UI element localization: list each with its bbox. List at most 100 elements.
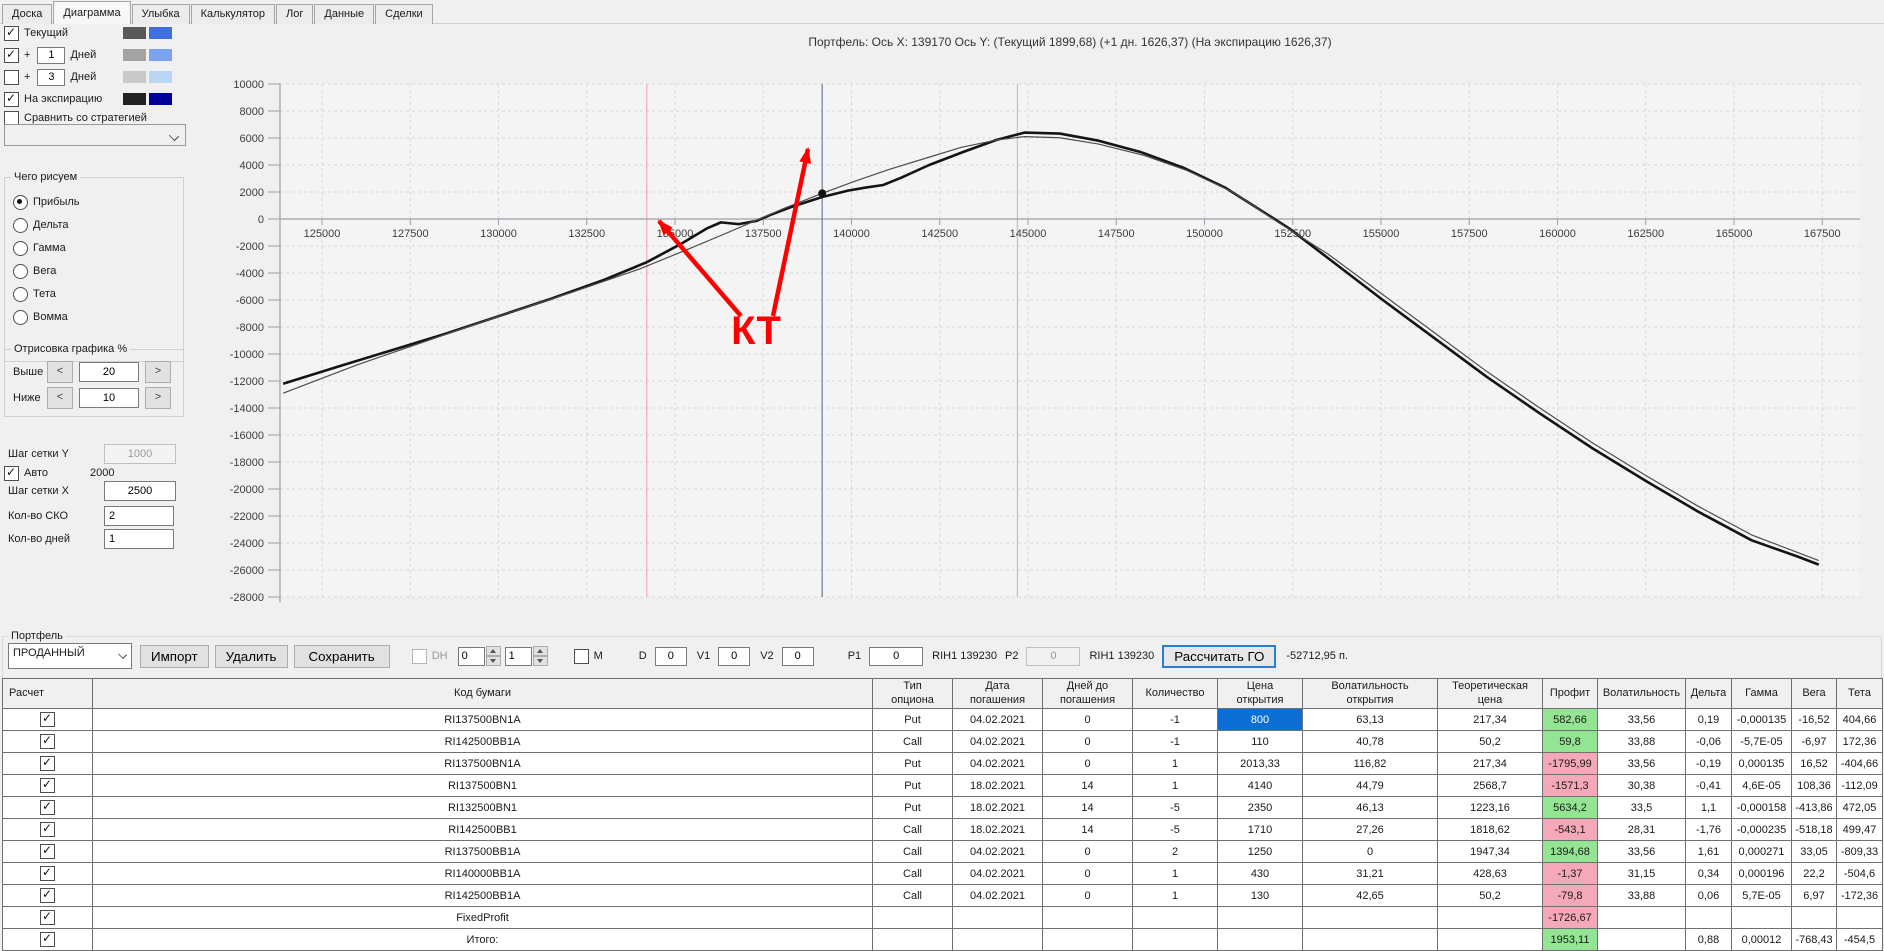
dh-spinner-1[interactable] (457, 646, 501, 666)
d-input[interactable] (654, 646, 687, 666)
table-cell[interactable]: 6,97 (1791, 884, 1837, 907)
table-cell[interactable]: 0 (1042, 730, 1133, 753)
table-cell[interactable] (1042, 928, 1133, 951)
table-cell[interactable]: 5,7E-05 (1731, 884, 1792, 907)
table-cell[interactable]: RI132500BN1 (92, 796, 873, 819)
table-cell[interactable]: 108,36 (1791, 774, 1837, 797)
row-calc-checkbox[interactable] (40, 733, 55, 749)
table-cell[interactable]: 59,8 (1542, 730, 1598, 753)
table-cell[interactable]: 63,13 (1302, 708, 1438, 731)
table-cell[interactable]: -0,000135 (1731, 708, 1792, 731)
table-cell[interactable]: 1 (1132, 774, 1218, 797)
table-cell[interactable]: 172,36 (1836, 730, 1883, 753)
table-cell[interactable]: 0 (1042, 840, 1133, 863)
table-cell[interactable]: 33,88 (1597, 884, 1686, 907)
tab-5[interactable]: Лог (276, 4, 314, 24)
table-cell[interactable]: 428,63 (1437, 862, 1543, 885)
table-cell[interactable]: RI137500BB1A (92, 840, 873, 863)
calc-cell[interactable] (2, 730, 93, 753)
table-cell[interactable]: 16,52 (1791, 752, 1837, 775)
tab-2[interactable]: Диаграмма (53, 1, 131, 24)
table-cell[interactable]: 1250 (1217, 840, 1303, 863)
grid-step-x-input[interactable] (104, 481, 176, 501)
v2-input[interactable] (781, 646, 814, 666)
table-cell[interactable]: 04.02.2021 (952, 752, 1043, 775)
table-cell[interactable]: RI142500BB1 (92, 818, 873, 841)
table-cell[interactable]: -1 (1132, 708, 1218, 731)
table-cell[interactable]: 30,38 (1597, 774, 1686, 797)
table-cell[interactable]: 0,88 (1685, 928, 1732, 951)
table-cell[interactable]: 50,2 (1437, 884, 1543, 907)
table-cell[interactable]: 44,79 (1302, 774, 1438, 797)
table-cell[interactable] (1731, 906, 1792, 929)
table-cell[interactable]: Call (872, 818, 953, 841)
calc-cell[interactable] (2, 884, 93, 907)
table-cell[interactable]: 1,1 (1685, 796, 1732, 819)
table-cell[interactable]: 04.02.2021 (952, 840, 1043, 863)
table-cell[interactable] (1302, 906, 1438, 929)
table-cell[interactable]: 33,56 (1597, 708, 1686, 731)
table-cell[interactable] (1597, 928, 1686, 951)
column-header[interactable]: Дней до погашения (1042, 678, 1133, 709)
table-cell[interactable]: 0 (1042, 862, 1133, 885)
table-cell[interactable]: 04.02.2021 (952, 708, 1043, 731)
row-calc-checkbox[interactable] (40, 887, 55, 903)
table-cell[interactable]: 1,61 (1685, 840, 1732, 863)
delete-button[interactable]: Удалить (214, 644, 288, 668)
table-cell[interactable]: 2 (1132, 840, 1218, 863)
table-cell[interactable]: 14 (1042, 818, 1133, 841)
increase-button[interactable]: > (145, 387, 171, 409)
dh-spinner-1-input[interactable] (457, 646, 485, 666)
row-calc-checkbox[interactable] (40, 711, 55, 727)
table-cell[interactable]: Call (872, 884, 953, 907)
auto-grid-checkbox[interactable] (4, 465, 19, 481)
table-cell[interactable]: 33,56 (1597, 840, 1686, 863)
row-calc-checkbox[interactable] (40, 931, 55, 947)
table-cell[interactable]: 33,56 (1597, 752, 1686, 775)
tab-1[interactable]: Доска (2, 4, 53, 24)
spin-down-icon[interactable] (485, 656, 501, 666)
table-cell[interactable]: 0,00012 (1731, 928, 1792, 951)
table-cell[interactable]: 2568,7 (1437, 774, 1543, 797)
table-cell[interactable]: 33,05 (1791, 840, 1837, 863)
table-cell[interactable] (1217, 928, 1303, 951)
table-cell[interactable]: 28,31 (1597, 818, 1686, 841)
column-header[interactable]: Профит (1542, 678, 1598, 709)
calc-cell[interactable] (2, 928, 93, 951)
table-cell[interactable]: 1953,11 (1542, 928, 1598, 951)
table-cell[interactable]: Put (872, 708, 953, 731)
table-cell[interactable]: 1 (1132, 752, 1218, 775)
table-cell[interactable]: -1795,99 (1542, 752, 1598, 775)
table-cell[interactable]: 472,05 (1836, 796, 1883, 819)
table-cell[interactable]: -0,41 (1685, 774, 1732, 797)
table-cell[interactable] (1685, 906, 1732, 929)
table-cell[interactable]: Call (872, 730, 953, 753)
column-header[interactable]: Количество (1132, 678, 1218, 709)
table-cell[interactable]: 110 (1217, 730, 1303, 753)
days-count-input[interactable] (104, 529, 174, 549)
table-cell[interactable]: -79,8 (1542, 884, 1598, 907)
spin-up-icon[interactable] (532, 646, 548, 656)
column-header[interactable]: Код бумаги (92, 678, 873, 709)
table-cell[interactable] (872, 928, 953, 951)
row-calc-checkbox[interactable] (40, 843, 55, 859)
table-cell[interactable]: 0,000196 (1731, 862, 1792, 885)
table-cell[interactable]: -172,36 (1836, 884, 1883, 907)
table-cell[interactable]: 0,000271 (1731, 840, 1792, 863)
table-cell[interactable] (1437, 928, 1543, 951)
table-cell[interactable]: Put (872, 796, 953, 819)
strategy-select[interactable]: ПРОДАННЫЙ (8, 643, 132, 669)
table-cell[interactable]: -16,52 (1791, 708, 1837, 731)
table-cell[interactable]: -1 (1132, 730, 1218, 753)
table-cell[interactable]: Put (872, 752, 953, 775)
table-cell[interactable]: -504,6 (1836, 862, 1883, 885)
table-cell[interactable]: 404,66 (1836, 708, 1883, 731)
table-cell[interactable]: 217,34 (1437, 708, 1543, 731)
grid-step-y-input[interactable] (104, 444, 176, 464)
table-cell[interactable]: 18.02.2021 (952, 774, 1043, 797)
spin-down-icon[interactable] (532, 656, 548, 666)
table-cell[interactable]: -809,33 (1836, 840, 1883, 863)
table-cell[interactable]: 14 (1042, 774, 1133, 797)
calc-cell[interactable] (2, 796, 93, 819)
tab-6[interactable]: Данные (314, 4, 375, 24)
